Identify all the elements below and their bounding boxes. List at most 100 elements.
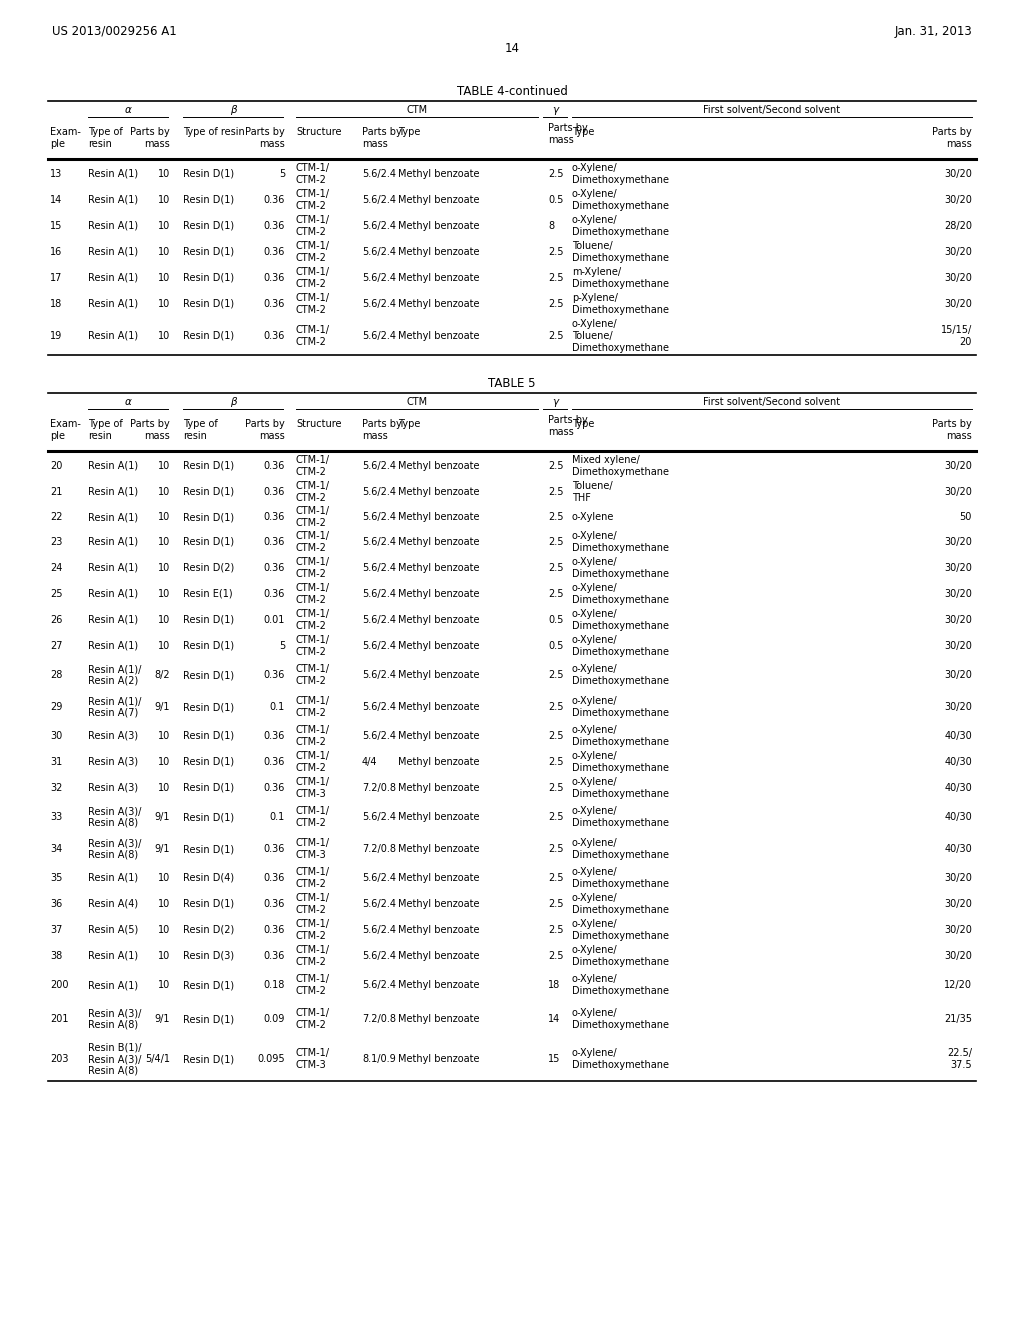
Text: CTM-1/
CTM-2: CTM-1/ CTM-2	[296, 215, 330, 236]
Text: Methyl benzoate: Methyl benzoate	[398, 873, 479, 883]
Text: Resin D(1): Resin D(1)	[183, 512, 234, 521]
Text: 5.6/2.4: 5.6/2.4	[362, 564, 396, 573]
Text: 2.5: 2.5	[548, 589, 563, 599]
Text: Structure: Structure	[296, 418, 341, 429]
Text: Resin D(2): Resin D(2)	[183, 925, 234, 935]
Text: 0.36: 0.36	[263, 461, 285, 471]
Text: 10: 10	[158, 589, 170, 599]
Text: o-Xylene/
Toluene/
Dimethoxymethane: o-Xylene/ Toluene/ Dimethoxymethane	[572, 319, 669, 352]
Text: 40/30: 40/30	[944, 731, 972, 741]
Text: 2.5: 2.5	[548, 731, 563, 741]
Text: 0.5: 0.5	[548, 195, 563, 205]
Text: Resin D(1): Resin D(1)	[183, 843, 234, 854]
Text: CTM-1/
CTM-2: CTM-1/ CTM-2	[296, 531, 330, 553]
Text: CTM-1/
CTM-2: CTM-1/ CTM-2	[296, 945, 330, 966]
Text: 0.09: 0.09	[263, 1014, 285, 1024]
Text: 5.6/2.4: 5.6/2.4	[362, 812, 396, 822]
Text: 10: 10	[158, 247, 170, 257]
Text: 30/20: 30/20	[944, 671, 972, 680]
Text: Methyl benzoate: Methyl benzoate	[398, 756, 479, 767]
Text: o-Xylene/
Dimethoxymethane: o-Xylene/ Dimethoxymethane	[572, 894, 669, 915]
Text: Resin A(1): Resin A(1)	[88, 950, 138, 961]
Text: Resin A(1): Resin A(1)	[88, 273, 138, 282]
Text: 5.6/2.4: 5.6/2.4	[362, 273, 396, 282]
Text: 10: 10	[158, 564, 170, 573]
Text: 5.6/2.4: 5.6/2.4	[362, 642, 396, 651]
Text: 12/20: 12/20	[944, 979, 972, 990]
Text: 28: 28	[50, 671, 62, 680]
Text: o-Xylene/
Dimethoxymethane: o-Xylene/ Dimethoxymethane	[572, 777, 669, 799]
Text: Resin A(3): Resin A(3)	[88, 783, 138, 793]
Text: 5.6/2.4: 5.6/2.4	[362, 702, 396, 711]
Text: 5.6/2.4: 5.6/2.4	[362, 220, 396, 231]
Text: β: β	[229, 106, 237, 115]
Text: Resin A(1)/
Resin A(7): Resin A(1)/ Resin A(7)	[88, 696, 141, 718]
Text: Resin D(1): Resin D(1)	[183, 331, 234, 341]
Text: TABLE 5: TABLE 5	[488, 378, 536, 389]
Text: 5.6/2.4: 5.6/2.4	[362, 899, 396, 909]
Text: CTM-1/
CTM-2: CTM-1/ CTM-2	[296, 293, 330, 314]
Text: 2.5: 2.5	[548, 812, 563, 822]
Text: Toluene/
Dimethoxymethane: Toluene/ Dimethoxymethane	[572, 242, 669, 263]
Text: 18: 18	[50, 300, 62, 309]
Text: 26: 26	[50, 615, 62, 624]
Text: 30/20: 30/20	[944, 487, 972, 498]
Text: 5.6/2.4: 5.6/2.4	[362, 247, 396, 257]
Text: o-Xylene/
Dimethoxymethane: o-Xylene/ Dimethoxymethane	[572, 919, 669, 941]
Text: 0.36: 0.36	[263, 843, 285, 854]
Text: Type: Type	[572, 418, 594, 429]
Text: 0.095: 0.095	[257, 1053, 285, 1064]
Text: 2.5: 2.5	[548, 950, 563, 961]
Text: 20: 20	[50, 461, 62, 471]
Text: o-Xylene/
Dimethoxymethane: o-Xylene/ Dimethoxymethane	[572, 531, 669, 553]
Text: Resin A(1): Resin A(1)	[88, 873, 138, 883]
Text: o-Xylene/
Dimethoxymethane: o-Xylene/ Dimethoxymethane	[572, 945, 669, 966]
Text: 0.18: 0.18	[263, 979, 285, 990]
Text: 5.6/2.4: 5.6/2.4	[362, 950, 396, 961]
Text: o-Xylene/
Dimethoxymethane: o-Xylene/ Dimethoxymethane	[572, 1048, 669, 1069]
Text: Resin D(1): Resin D(1)	[183, 247, 234, 257]
Text: 10: 10	[158, 979, 170, 990]
Text: Resin D(1): Resin D(1)	[183, 537, 234, 546]
Text: 5: 5	[279, 169, 285, 180]
Text: 10: 10	[158, 461, 170, 471]
Text: 8/2: 8/2	[155, 671, 170, 680]
Text: 9/1: 9/1	[155, 843, 170, 854]
Text: 40/30: 40/30	[944, 783, 972, 793]
Text: Resin A(1): Resin A(1)	[88, 169, 138, 180]
Text: 28/20: 28/20	[944, 220, 972, 231]
Text: 30/20: 30/20	[944, 589, 972, 599]
Text: 2.5: 2.5	[548, 564, 563, 573]
Text: 0.36: 0.36	[263, 925, 285, 935]
Text: Type: Type	[398, 418, 421, 429]
Text: Type of resin: Type of resin	[183, 127, 245, 137]
Text: Methyl benzoate: Methyl benzoate	[398, 702, 479, 711]
Text: Resin D(1): Resin D(1)	[183, 273, 234, 282]
Text: Resin A(1): Resin A(1)	[88, 247, 138, 257]
Text: 38: 38	[50, 950, 62, 961]
Text: Methyl benzoate: Methyl benzoate	[398, 1014, 479, 1024]
Text: Resin A(3)/
Resin A(8): Resin A(3)/ Resin A(8)	[88, 838, 141, 859]
Text: 5: 5	[279, 642, 285, 651]
Text: Methyl benzoate: Methyl benzoate	[398, 731, 479, 741]
Text: Methyl benzoate: Methyl benzoate	[398, 273, 479, 282]
Text: m-Xylene/
Dimethoxymethane: m-Xylene/ Dimethoxymethane	[572, 267, 669, 289]
Text: First solvent/Second solvent: First solvent/Second solvent	[703, 397, 841, 407]
Text: 0.36: 0.36	[263, 873, 285, 883]
Text: Parts by
mass: Parts by mass	[548, 414, 588, 437]
Text: 0.36: 0.36	[263, 899, 285, 909]
Text: Resin A(1): Resin A(1)	[88, 615, 138, 624]
Text: Resin D(1): Resin D(1)	[183, 756, 234, 767]
Text: Type of
resin: Type of resin	[88, 418, 123, 441]
Text: 8: 8	[548, 220, 554, 231]
Text: CTM-1/
CTM-2: CTM-1/ CTM-2	[296, 164, 330, 185]
Text: Methyl benzoate: Methyl benzoate	[398, 564, 479, 573]
Text: First solvent/Second solvent: First solvent/Second solvent	[703, 106, 841, 115]
Text: β: β	[229, 397, 237, 407]
Text: Resin A(3): Resin A(3)	[88, 756, 138, 767]
Text: o-Xylene/
Dimethoxymethane: o-Xylene/ Dimethoxymethane	[572, 867, 669, 888]
Text: 10: 10	[158, 731, 170, 741]
Text: CTM-1/
CTM-2: CTM-1/ CTM-2	[296, 751, 330, 772]
Text: Resin D(1): Resin D(1)	[183, 195, 234, 205]
Text: o-Xylene/
Dimethoxymethane: o-Xylene/ Dimethoxymethane	[572, 215, 669, 236]
